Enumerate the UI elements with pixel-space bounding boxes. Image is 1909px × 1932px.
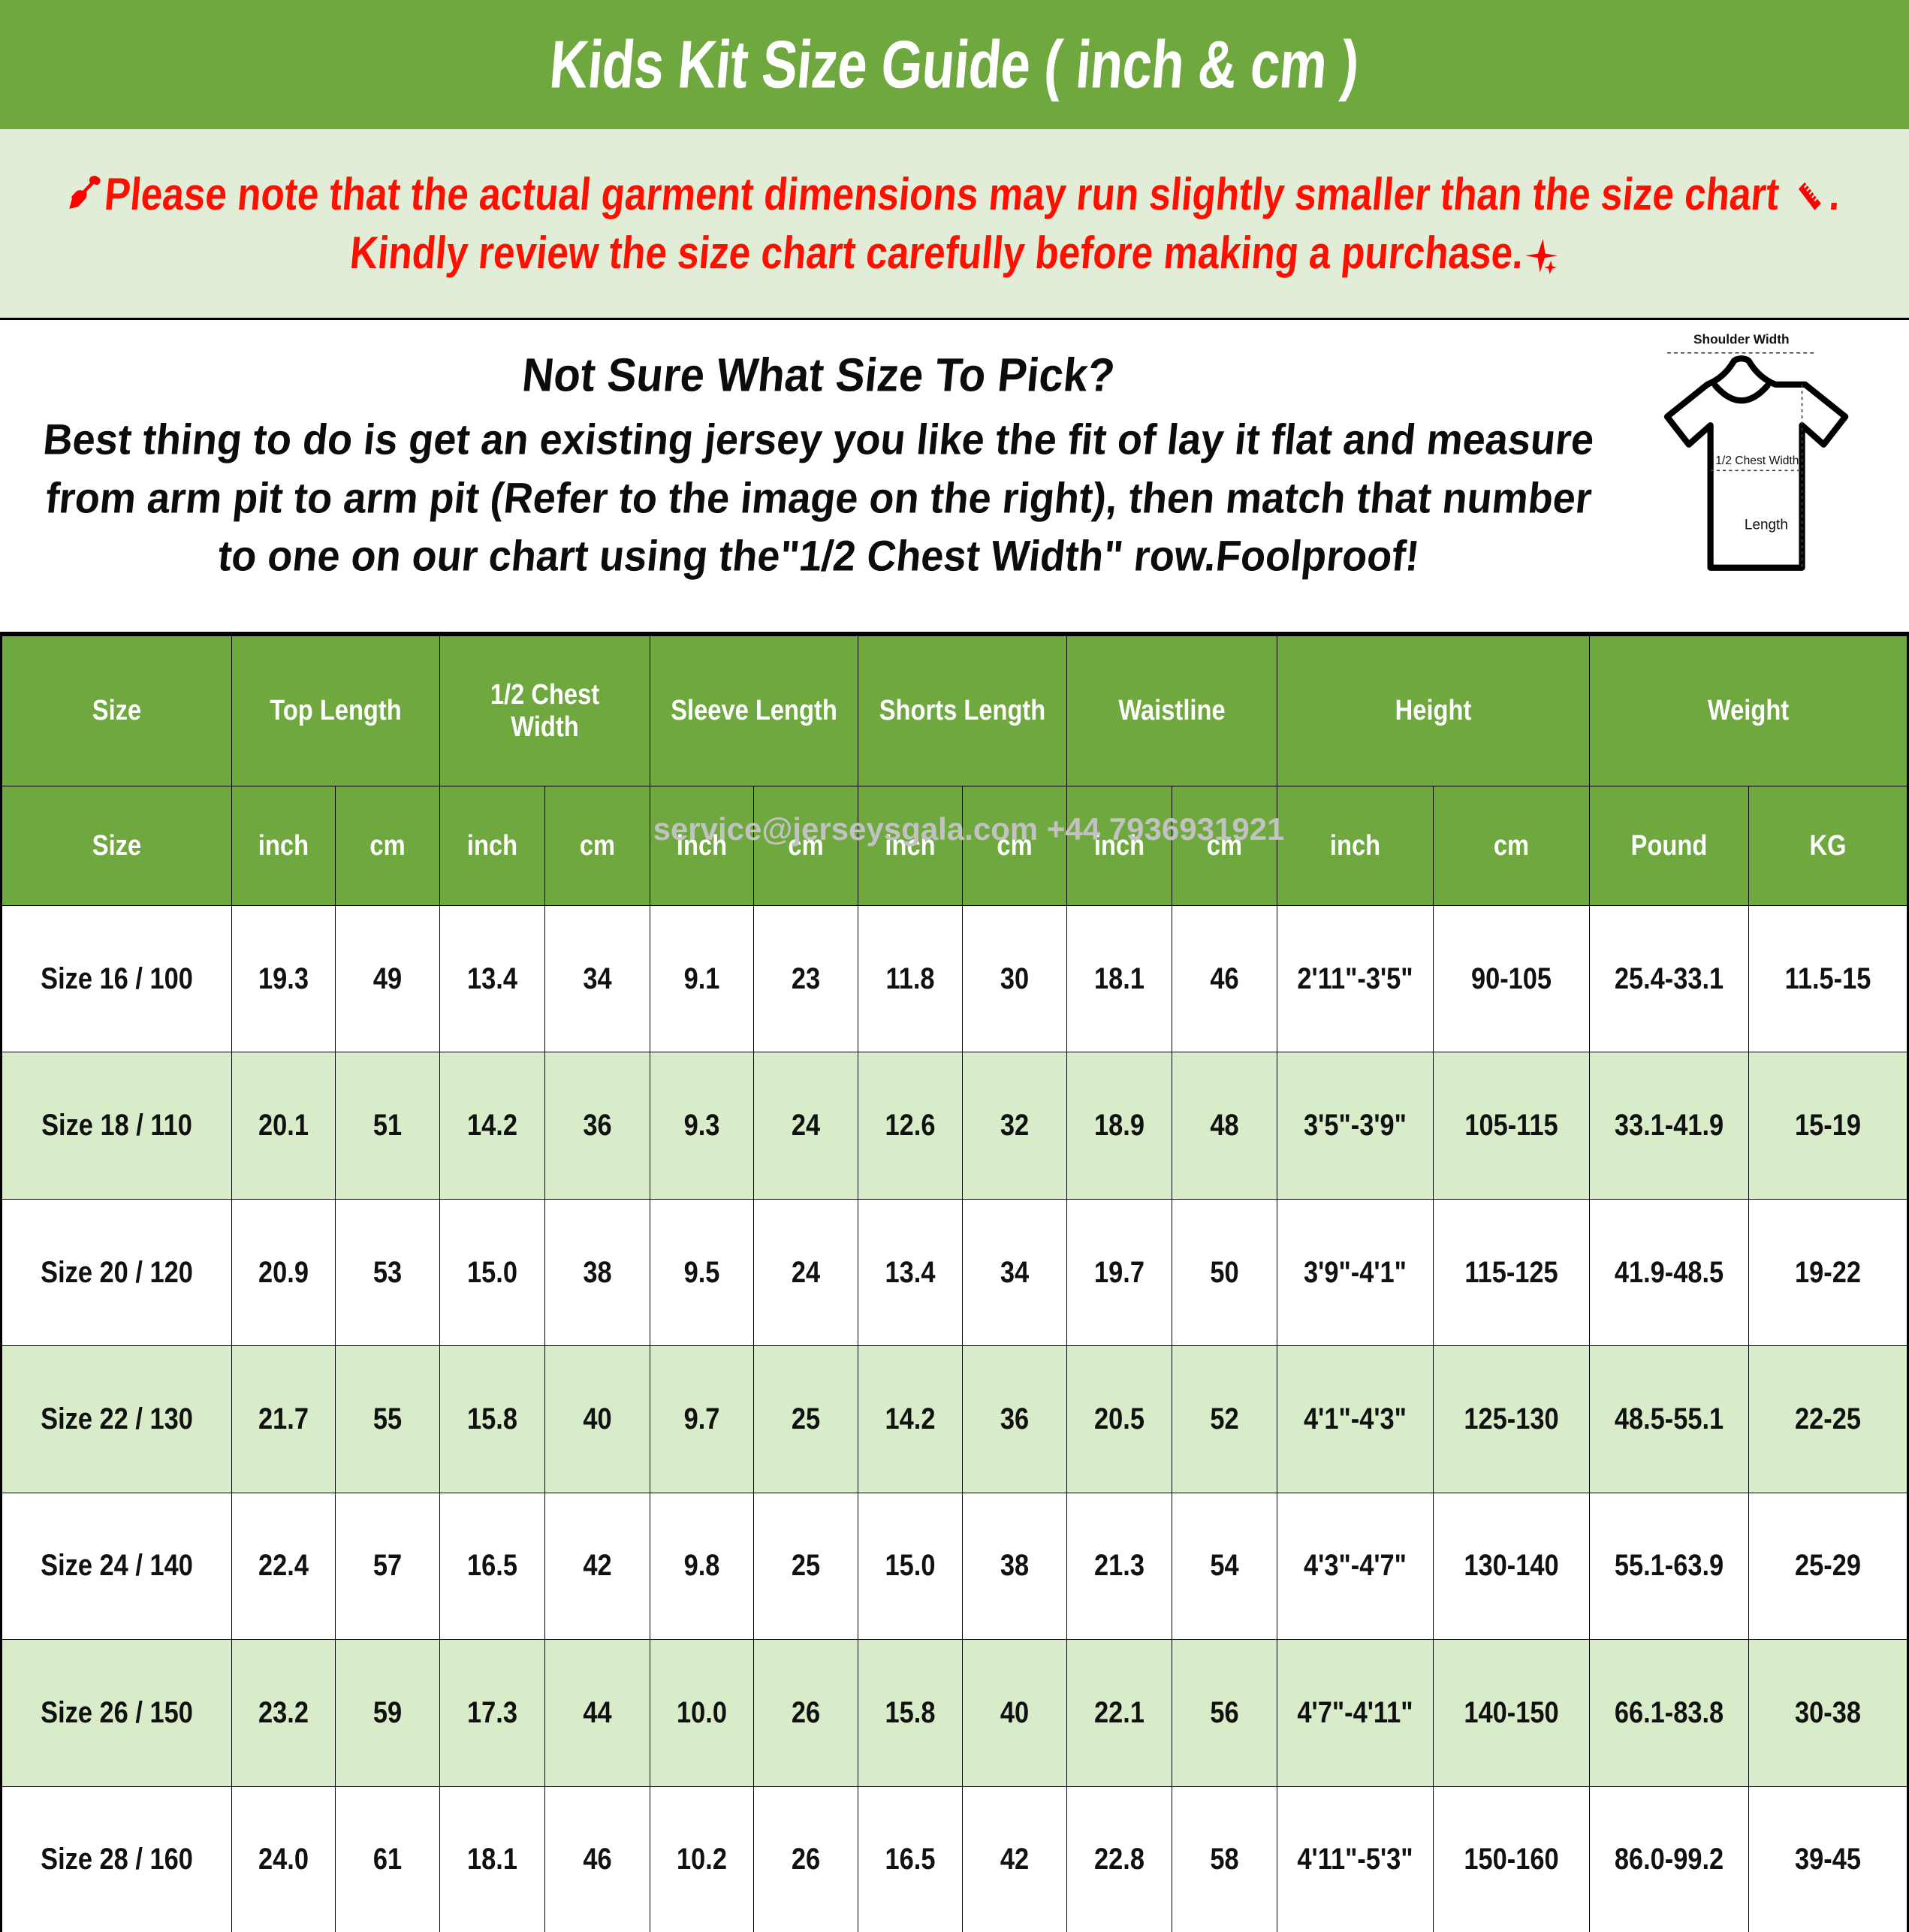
svg-text:1/2 Chest Width: 1/2 Chest Width [1715, 454, 1799, 467]
svg-text:Length: Length [1745, 518, 1788, 533]
svg-text:Shoulder Width: Shoulder Width [1693, 331, 1790, 346]
